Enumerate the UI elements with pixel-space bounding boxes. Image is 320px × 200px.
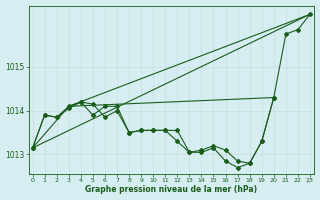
X-axis label: Graphe pression niveau de la mer (hPa): Graphe pression niveau de la mer (hPa) (85, 185, 257, 194)
